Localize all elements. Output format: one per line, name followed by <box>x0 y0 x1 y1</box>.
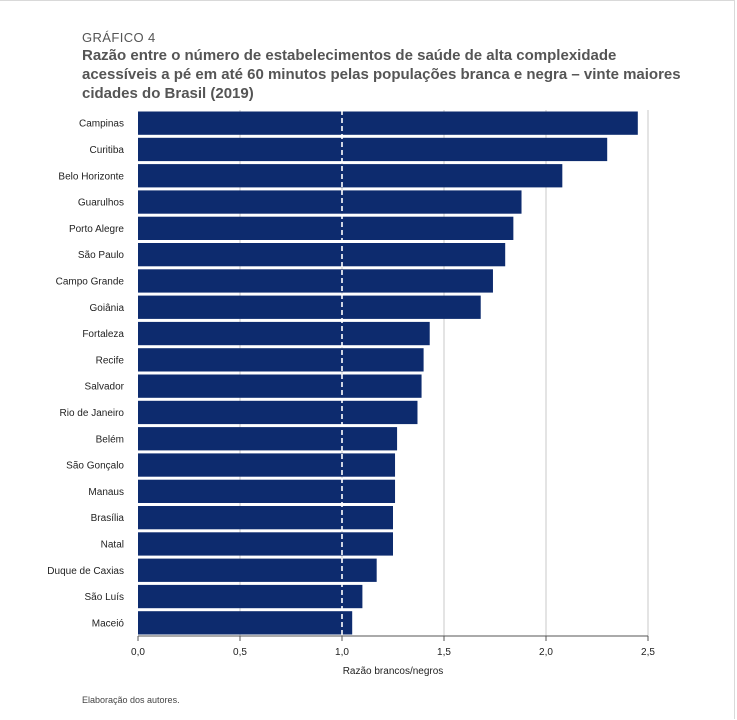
bar <box>138 479 396 503</box>
bar <box>138 216 514 240</box>
x-tick-label: 1,0 <box>335 647 349 658</box>
category-label: Natal <box>101 539 124 550</box>
category-label: Rio de Janeiro <box>60 408 125 419</box>
category-label: Guarulhos <box>78 198 124 209</box>
category-label: Fortaleza <box>82 329 124 340</box>
bar <box>138 611 353 635</box>
bar <box>138 427 398 451</box>
bar <box>138 111 638 135</box>
bar <box>138 295 481 319</box>
category-label: Goiânia <box>90 303 125 314</box>
category-label: Belém <box>96 434 124 445</box>
x-axis-label: Razão brancos/negros <box>343 666 444 677</box>
grid-lines <box>239 110 649 636</box>
bar <box>138 453 396 477</box>
category-label: São Paulo <box>78 250 125 261</box>
category-label: Campo Grande <box>56 276 125 287</box>
source-note: Elaboração dos autores. <box>82 695 180 705</box>
chart-title: Razão entre o número de estabelecimentos… <box>82 47 681 102</box>
category-label: São Luís <box>85 592 124 603</box>
x-axis: 0,0 0,5 1,0 1,5 2,0 2,5 <box>131 635 655 658</box>
category-label: Porto Alegre <box>69 224 124 235</box>
category-label: Recife <box>96 355 125 366</box>
x-tick-label: 0,5 <box>233 647 247 658</box>
x-tick-label: 1,5 <box>437 647 451 658</box>
category-label: Campinas <box>79 119 124 130</box>
category-label: Curitiba <box>90 145 125 156</box>
bar <box>138 400 418 425</box>
bar <box>138 190 522 214</box>
bar <box>138 348 424 372</box>
bar <box>138 164 563 188</box>
chart-number-label: GRÁFICO 4 <box>82 30 156 45</box>
bar <box>138 532 393 556</box>
category-label: Duque de Caxias <box>47 566 124 577</box>
bar <box>138 137 608 162</box>
bar <box>138 243 506 267</box>
x-tick-label: 2,0 <box>539 647 553 658</box>
bar <box>138 374 422 398</box>
x-tick-label: 0,0 <box>131 647 145 658</box>
bars <box>138 111 638 635</box>
category-label: Manaus <box>88 487 124 498</box>
bar <box>138 506 393 530</box>
category-labels: Campinas Curitiba Belo Horizonte Guarulhos P… <box>47 119 124 630</box>
bar-chart: Campinas Curitiba Belo Horizonte Guarulhos P… <box>47 110 655 677</box>
category-label: Salvador <box>85 382 125 393</box>
bar <box>138 321 430 346</box>
bar <box>138 558 377 582</box>
bar <box>138 269 493 293</box>
bar <box>138 584 363 609</box>
x-tick-label: 2,5 <box>641 647 655 658</box>
category-label: Belo Horizonte <box>58 171 124 182</box>
category-label: Brasília <box>91 513 125 524</box>
category-label: Maceió <box>92 618 125 629</box>
category-label: São Gonçalo <box>66 461 124 472</box>
